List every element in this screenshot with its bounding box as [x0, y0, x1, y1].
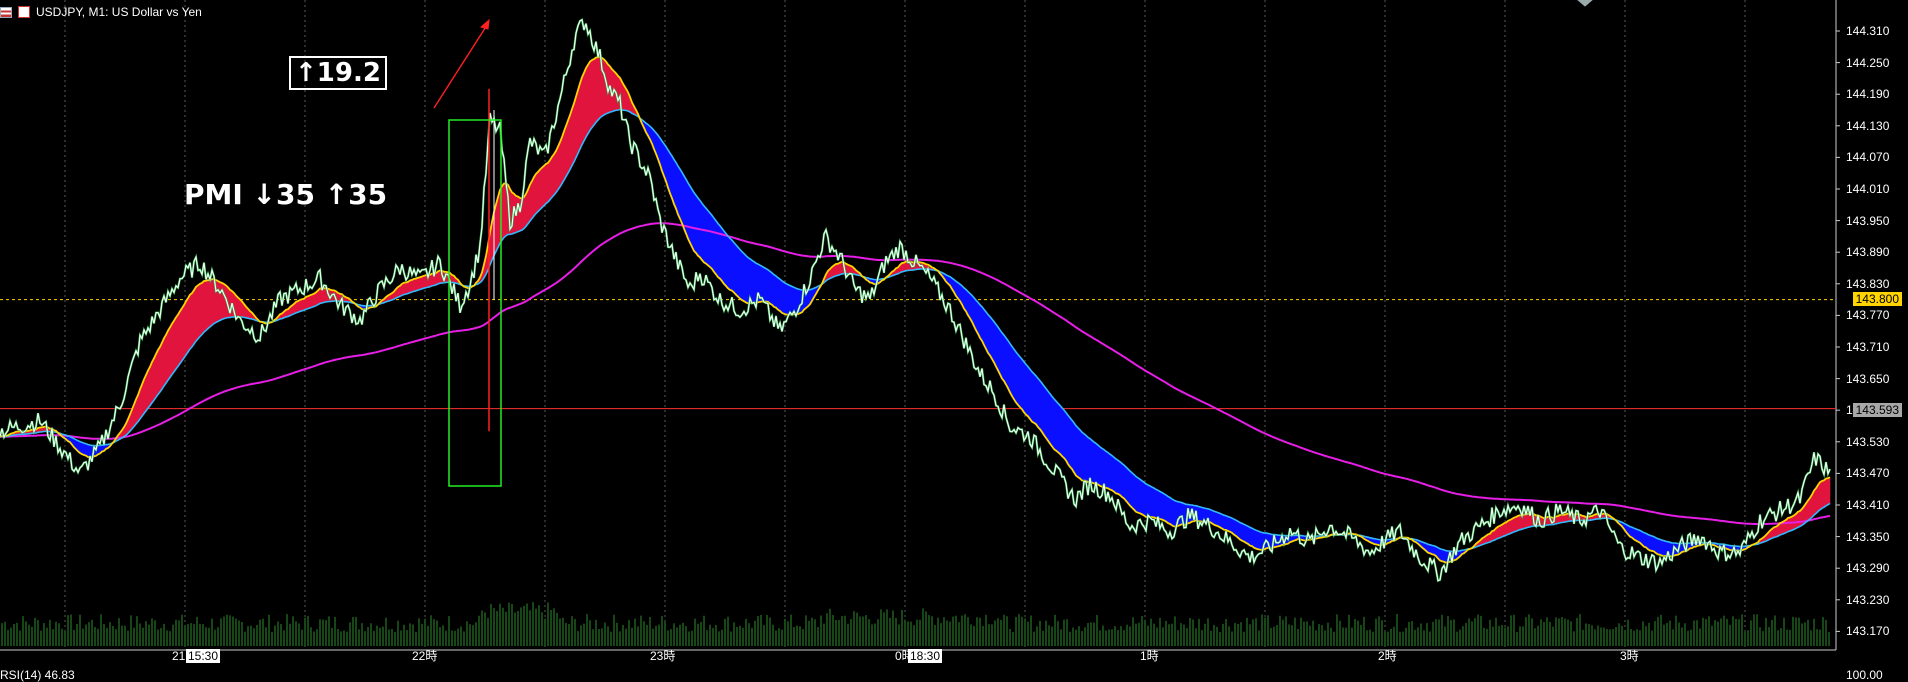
- price-tick-label: 143.950: [1846, 213, 1890, 228]
- time-tick-label: 3時: [1620, 649, 1639, 663]
- price-tick-label: 143.890: [1846, 245, 1890, 260]
- rsi-label: RSI(14) 46.83: [0, 668, 75, 682]
- ma-cloud-segment: [1827, 476, 1831, 506]
- slow-moving-average: [0, 108, 1831, 553]
- trend-arrow-head: [479, 18, 490, 30]
- price-line: [0, 18, 1831, 582]
- time-tick-label: 22時: [412, 649, 438, 663]
- price-tick-label: 143.650: [1846, 371, 1890, 386]
- price-tick-label: 144.310: [1846, 24, 1890, 38]
- price-tick-label: 143.410: [1846, 498, 1890, 512]
- price-tick-label: 143.830: [1846, 276, 1890, 291]
- price-tick-label: 144.070: [1846, 150, 1890, 165]
- event-highlight-box: [448, 119, 502, 487]
- time-tick-label: 1時: [1140, 649, 1159, 663]
- time-tick-label: 15:30: [186, 649, 221, 663]
- trend-arrow: [433, 21, 490, 109]
- price-tick-label: 143.470: [1846, 466, 1890, 481]
- price-tick-label: 143.770: [1846, 308, 1890, 323]
- price-tick-label: 143.290: [1846, 561, 1890, 576]
- current-price-badge: 143.800: [1852, 292, 1902, 306]
- chart-window-icon[interactable]: [18, 6, 30, 18]
- chart-header: USDJPY, M1: US Dollar vs Yen: [0, 0, 202, 24]
- time-tick-label: 18:30: [908, 649, 943, 663]
- fast-moving-average: [0, 55, 1831, 564]
- time-tick-label: 2時: [1378, 649, 1397, 663]
- price-tick-label: 144.190: [1846, 87, 1890, 102]
- price-tick-label: 144.130: [1846, 118, 1890, 133]
- pmi-annotation: PMI ↓35 ↑35: [184, 178, 388, 211]
- price-tick-label: 144.250: [1846, 55, 1890, 70]
- price-line-shadow: [0, 17, 1832, 583]
- level-price-badge: 143.593: [1852, 403, 1902, 417]
- object-marker: [1577, 0, 1593, 7]
- price-tick-label: 143.170: [1846, 624, 1890, 639]
- price-tick-label: 143.350: [1846, 529, 1890, 544]
- price-tick-label: 144.010: [1846, 182, 1890, 196]
- price-tick-label: 143.710: [1846, 340, 1890, 354]
- time-tick-label: 23時: [650, 649, 676, 663]
- rsi-top-label: 100.00: [1846, 668, 1883, 682]
- symbol-label: USDJPY, M1: US Dollar vs Yen: [36, 5, 202, 19]
- price-tick-label: 143.530: [1846, 434, 1890, 449]
- price-tick-label: 143.230: [1846, 592, 1890, 607]
- flag-icon: [0, 6, 12, 18]
- move-annotation: ↑19.2: [289, 56, 387, 90]
